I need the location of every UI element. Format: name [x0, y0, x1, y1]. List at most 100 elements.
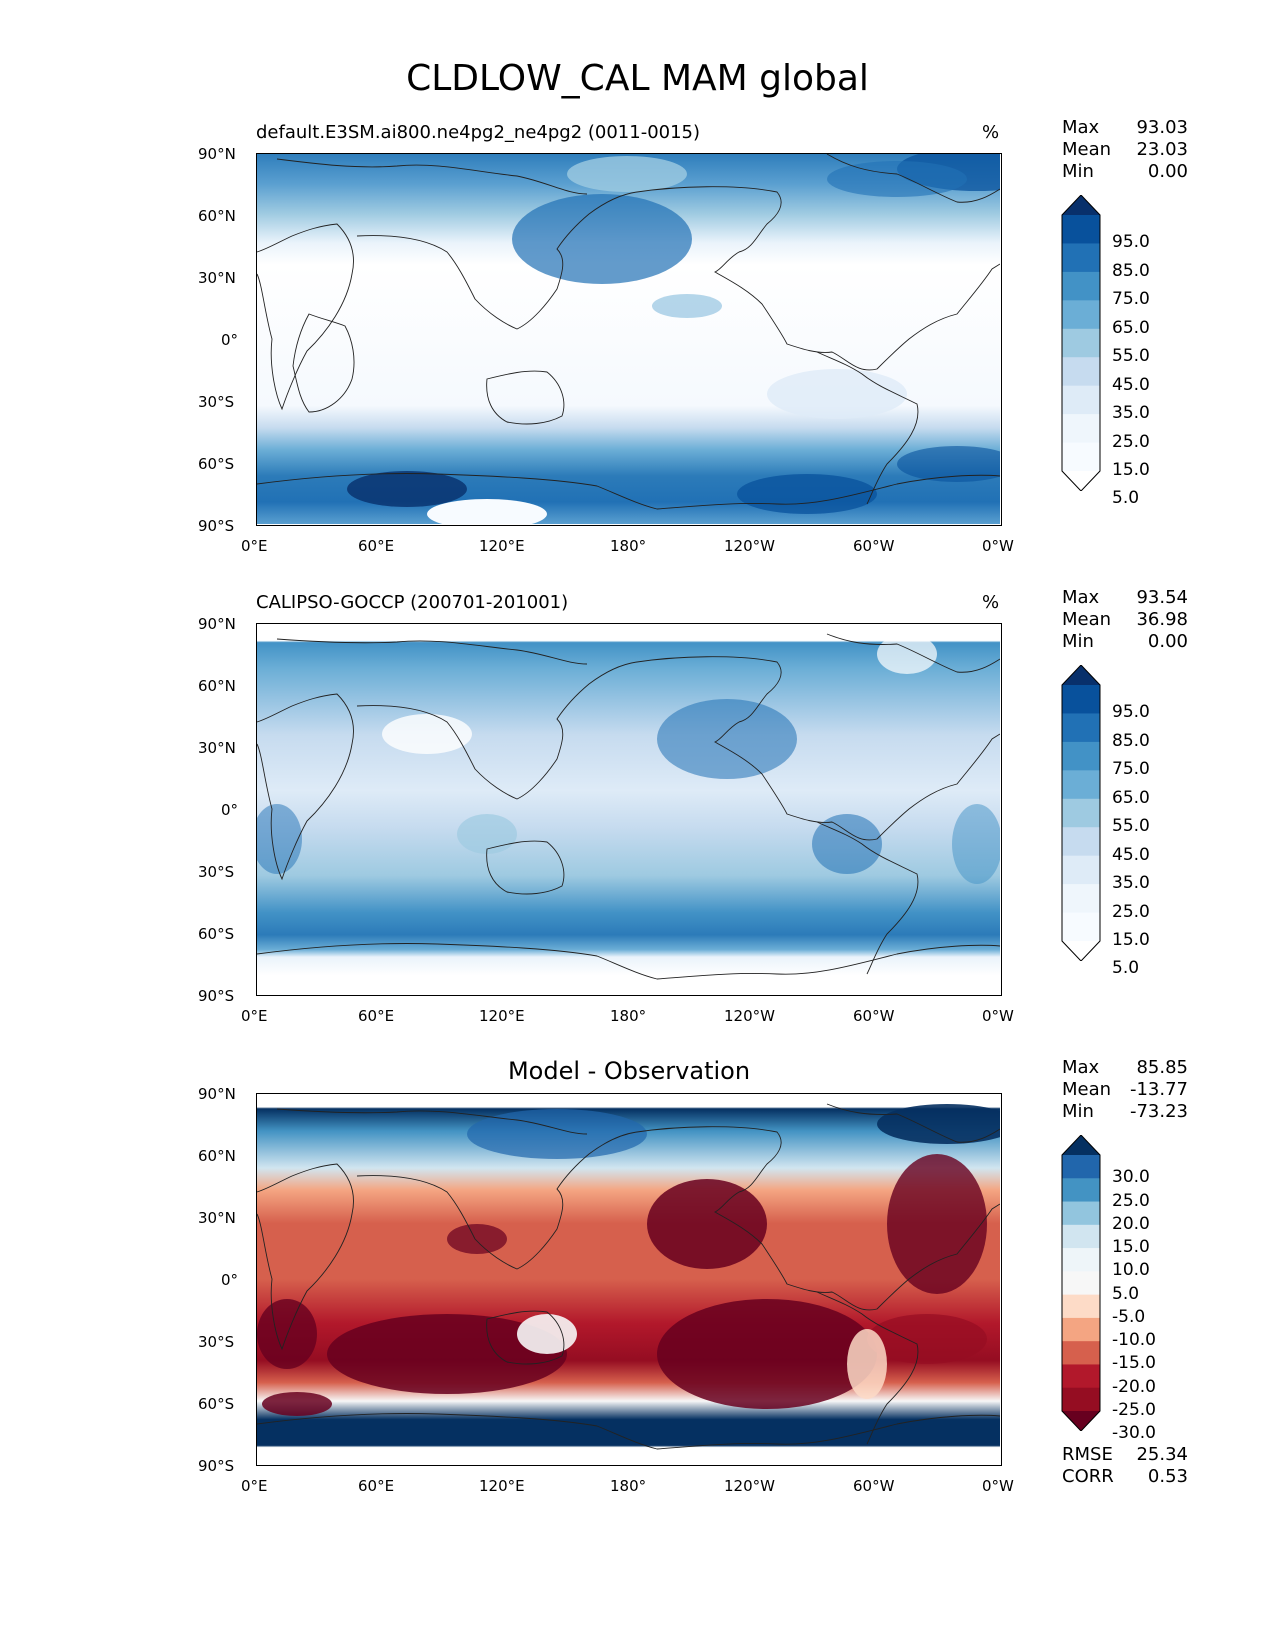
colorbar-segment [1062, 385, 1100, 415]
lat-tick: 90°N [198, 145, 236, 163]
panel-2-colorbar-labels: 95.0 85.0 75.0 65.0 55.0 45.0 35.0 25.0 15.0 5.0 [1112, 665, 1192, 978]
min-label: Min [1062, 161, 1094, 182]
lon-tick: 180° [610, 537, 647, 555]
lon-tick: 0°E [241, 537, 268, 555]
lat-tick: 30°N [198, 269, 236, 287]
lon-tick: 60°E [358, 1007, 395, 1025]
colorbar-segment [1062, 414, 1100, 444]
lat-tick: 90°S [198, 987, 235, 1005]
panel-2-title: CALIPSO-GOCCP (200701-201001) [256, 592, 569, 613]
panel-3-stats: Max 85.85 Mean -13.77 Min -73.23 [1062, 1057, 1188, 1123]
colorbar-segment [1062, 685, 1100, 714]
lon-tick: 120°E [479, 1007, 525, 1025]
colorbar-tick-label: 5.0 [1112, 488, 1140, 509]
lat-tick: 30°S [198, 863, 235, 881]
panel-2-colorbar [1061, 665, 1101, 961]
colorbar-segment [1062, 442, 1100, 472]
lon-tick: 180° [610, 1477, 647, 1495]
lon-tick: 0°E [241, 1477, 268, 1495]
lat-tick: 60°N [198, 207, 236, 225]
colorbar-tick-label: 95.0 [1112, 702, 1150, 723]
lat-tick: 90°N [198, 1085, 236, 1103]
lat-tick: 90°S [198, 517, 235, 535]
colorbar-tick-label: 55.0 [1112, 816, 1150, 837]
panel-1-units: % [982, 122, 1000, 143]
colorbar-tick-label: -25.0 [1112, 1400, 1156, 1420]
rmse-label: RMSE [1062, 1444, 1113, 1465]
panel-3-map [256, 1093, 1002, 1466]
colorbar-segment [1062, 243, 1100, 273]
colorbar-tick-label: 15.0 [1112, 930, 1150, 950]
lon-tick: 60°E [358, 537, 395, 555]
corr-label: CORR [1062, 1466, 1114, 1487]
colorbar-segment [1062, 741, 1100, 771]
lat-tick: 90°S [198, 1457, 235, 1475]
lon-tick: 120°E [479, 1477, 525, 1495]
colorbar-outline [1061, 1135, 1101, 1431]
coastlines [257, 154, 1000, 510]
colorbar-segment [1062, 1201, 1100, 1226]
colorbar-segment [1062, 1317, 1100, 1342]
colorbar-tick-label: 25.0 [1112, 431, 1150, 452]
max-label: Max [1062, 117, 1100, 138]
mean-value: 23.03 [1136, 139, 1188, 160]
panel-1-colorbar [1061, 195, 1101, 491]
lat-tick: 30°S [198, 1333, 235, 1351]
max-label: Max [1062, 587, 1100, 608]
lon-tick: 0°W [982, 537, 1014, 555]
lat-tick: 60°N [198, 677, 236, 695]
colorbar-extend-top [1062, 1135, 1100, 1155]
panel-1-title: default.E3SM.ai800.ne4pg2_ne4pg2 (0011-0… [256, 122, 701, 143]
colorbar-segment [1062, 713, 1100, 743]
lon-tick: 0°W [982, 1007, 1014, 1025]
mean-label: Mean [1062, 139, 1112, 160]
lon-tick: 60°W [853, 1007, 895, 1025]
colorbar-segment [1062, 1294, 1100, 1319]
colorbar-tick-label: 95.0 [1112, 232, 1150, 253]
panel-3-metrics: RMSE 25.34 CORR 0.53 [1062, 1444, 1188, 1488]
colorbar-tick-label: 65.0 [1112, 787, 1150, 808]
lon-tick: 120°W [724, 537, 775, 555]
colorbar-extend-top [1062, 665, 1100, 685]
min-value: -73.23 [1129, 1101, 1188, 1122]
colorbar-extend-bottom [1062, 1411, 1100, 1431]
colorbar-tick-label: 75.0 [1112, 289, 1150, 310]
colorbar-outline [1061, 195, 1101, 491]
colorbar-tick-label: 10.0 [1112, 1260, 1150, 1281]
panel-1-colorbar-labels: 95.0 85.0 75.0 65.0 55.0 45.0 35.0 25.0 15.0 5.0 [1112, 195, 1192, 508]
colorbar-segment [1062, 912, 1100, 942]
colorbar-segment [1062, 1271, 1100, 1296]
colorbar-segment [1062, 1178, 1100, 1203]
lon-tick: 60°E [358, 1477, 395, 1495]
lat-tick: 60°S [198, 455, 235, 473]
lon-tick: 60°W [853, 1477, 895, 1495]
lat-tick: 0° [221, 1271, 239, 1289]
lat-tick: 30°S [198, 393, 235, 411]
colorbar-tick-label: 65.0 [1112, 317, 1150, 338]
colorbar-segment [1062, 827, 1100, 857]
min-label: Min [1062, 631, 1094, 652]
colorbar-tick-label: 25.0 [1112, 901, 1150, 922]
colorbar-extend-top [1062, 195, 1100, 215]
lon-tick: 0°E [241, 1007, 268, 1025]
panel-1-stats: Max 93.03 Mean 23.03 Min 0.00 [1062, 117, 1188, 183]
colorbar-segment [1062, 357, 1100, 387]
lon-tick: 120°E [479, 537, 525, 555]
colorbar-segment [1062, 1387, 1100, 1412]
colorbar-tick-label: 25.0 [1112, 1190, 1150, 1211]
panel-3-colorbar [1061, 1135, 1101, 1431]
panel-3-colorbar-labels: 30.0 25.0 20.0 15.0 10.0 5.0 -5.0 -10.0 -15.0 -20… [1112, 1135, 1192, 1443]
colorbar-segment [1062, 215, 1100, 244]
min-label: Min [1062, 1101, 1094, 1122]
colorbar-segment [1062, 855, 1100, 885]
colorbar-tick-label: -20.0 [1112, 1376, 1156, 1397]
colorbar-segment [1062, 1224, 1100, 1249]
colorbar-tick-label: 85.0 [1112, 260, 1150, 281]
colorbar-extend-bottom [1062, 471, 1100, 491]
lat-tick: 60°N [198, 1147, 236, 1165]
colorbar-tick-label: -10.0 [1112, 1330, 1156, 1351]
colorbar-segment [1062, 798, 1100, 828]
colorbar-tick-label: 35.0 [1112, 873, 1150, 894]
lat-tick: 0° [221, 331, 239, 349]
lon-tick: 60°W [853, 537, 895, 555]
